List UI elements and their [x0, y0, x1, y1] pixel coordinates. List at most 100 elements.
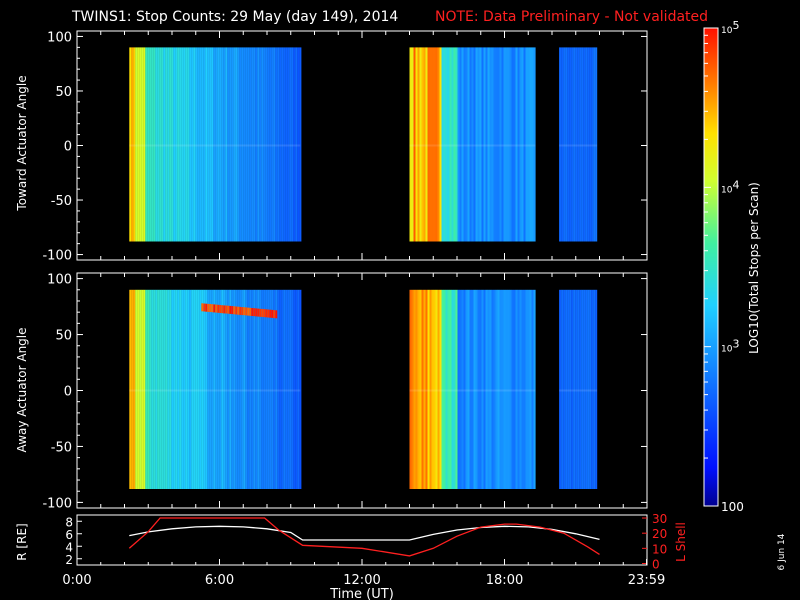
heatmap-column: [581, 47, 584, 242]
heatmap-column: [495, 47, 498, 242]
heatmap-column: [439, 47, 442, 242]
heatmap-column: [219, 47, 222, 242]
heatmap-column: [129, 47, 132, 242]
heatmap-hotspot: [225, 305, 228, 314]
heatmap-column: [283, 47, 286, 242]
heatmap-hotspot: [207, 303, 210, 312]
heatmap-column: [183, 289, 186, 489]
heatmap-column: [435, 47, 438, 242]
heatmap-column: [593, 289, 596, 489]
heatmap-column: [185, 289, 188, 489]
heatmap-column: [461, 289, 464, 489]
heatmap-column: [411, 47, 414, 242]
heatmap-column: [563, 47, 566, 242]
heatmap-column: [283, 289, 286, 489]
heatmap-column: [511, 289, 514, 489]
heatmap-column: [249, 47, 252, 242]
heatmap-hotspot: [269, 309, 272, 318]
right-tick-label: 20: [652, 527, 667, 541]
heatmap-column: [293, 47, 296, 242]
heatmap-column: [533, 47, 536, 242]
heatmap-column: [133, 47, 136, 242]
heatmap-column: [269, 47, 272, 242]
heatmap-column: [291, 289, 294, 489]
heatmap-hotspot: [257, 308, 260, 317]
heatmap-column: [507, 289, 510, 489]
heatmap-column: [473, 289, 476, 489]
heatmap-column: [217, 47, 220, 242]
heatmap-column: [279, 289, 282, 489]
heatmap-column: [131, 289, 134, 489]
heatmap-column: [175, 289, 178, 489]
heatmap-column: [453, 47, 456, 242]
heatmap-column: [263, 289, 266, 489]
heatmap-column: [487, 47, 490, 242]
heatmap-column: [199, 289, 202, 489]
heatmap-hotspot: [239, 306, 242, 315]
heatmap-column: [157, 47, 160, 242]
left-tick-label: 2: [65, 553, 73, 567]
y-label-toward: Toward Actuator Angle: [15, 75, 29, 211]
heatmap-column: [503, 47, 506, 242]
heatmap-column: [561, 289, 564, 489]
heatmap-column: [567, 289, 570, 489]
heatmap-hotspot: [229, 305, 232, 314]
heatmap-column: [493, 289, 496, 489]
heatmap-column: [487, 289, 490, 489]
heatmap-column: [229, 47, 232, 242]
heatmap-column: [463, 47, 466, 242]
heatmap-column: [265, 47, 268, 242]
y-tick-label: -100: [42, 249, 72, 264]
heatmap-column: [147, 47, 150, 242]
heatmap-column: [223, 289, 226, 489]
heatmap-hotspot: [275, 310, 278, 319]
right-tick-label: 0: [652, 557, 660, 571]
heatmap-hotspot: [211, 304, 214, 313]
x-label: Time (UT): [329, 587, 394, 600]
heatmap-column: [143, 47, 146, 242]
heatmap-column: [205, 47, 208, 242]
heatmap-column: [147, 289, 150, 489]
heatmap-column: [531, 47, 534, 242]
heatmap-column: [267, 289, 270, 489]
heatmap-column: [171, 47, 174, 242]
heatmap-column: [129, 289, 132, 489]
heatmap-column: [591, 289, 594, 489]
heatmap-column: [491, 289, 494, 489]
heatmap-hotspot: [249, 307, 252, 316]
heatmap-column: [157, 289, 160, 489]
heatmap-column: [159, 47, 162, 242]
heatmap-column: [173, 289, 176, 489]
heatmap-column: [441, 289, 444, 489]
heatmap-column: [269, 289, 272, 489]
heatmap-column: [185, 47, 188, 242]
heatmap-column: [571, 47, 574, 242]
heatmap-cells: [129, 289, 598, 489]
heatmap-column: [475, 289, 478, 489]
heatmap-column: [237, 289, 240, 489]
heatmap-column: [165, 289, 168, 489]
heatmap-column: [419, 289, 422, 489]
heatmap-hotspot: [227, 305, 230, 314]
heatmap-column: [227, 289, 230, 489]
heatmap-column: [433, 289, 436, 489]
y-label-r: R [RE]: [15, 523, 29, 560]
heatmap-column: [415, 47, 418, 242]
x-tick-label: 18:00: [486, 573, 523, 588]
heatmap-column: [191, 47, 194, 242]
heatmap-column: [165, 47, 168, 242]
heatmap-column: [565, 289, 568, 489]
heatmap-column: [437, 47, 440, 242]
heatmap-hotspot: [263, 309, 266, 318]
heatmap-column: [529, 47, 532, 242]
heatmap-column: [467, 289, 470, 489]
heatmap-column: [209, 47, 212, 242]
heatmap-column: [197, 289, 200, 489]
heatmap-column: [485, 47, 488, 242]
heatmap-column: [271, 289, 274, 489]
heatmap-column: [417, 47, 420, 242]
heatmap-column: [575, 47, 578, 242]
heatmap-hotspot: [233, 306, 236, 315]
heatmap-column: [581, 289, 584, 489]
